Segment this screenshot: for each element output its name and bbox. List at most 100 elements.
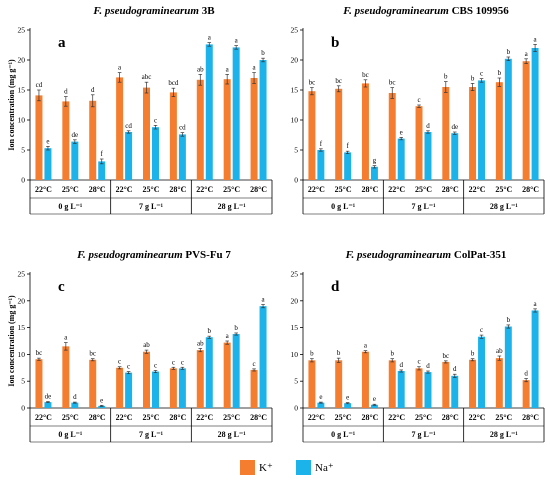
bar-k (196, 350, 204, 408)
bar-k (388, 360, 396, 408)
significance-label: b (337, 349, 341, 357)
significance-label: d (426, 122, 430, 130)
y-axis-label: Ion concentration (mg g⁻¹) (7, 59, 16, 151)
bar-na (424, 132, 432, 180)
bar-na (71, 402, 79, 408)
bar-k (223, 79, 231, 180)
significance-label: b (498, 69, 502, 77)
x-tick-label: 28°C (169, 413, 186, 422)
panel-letter: c (58, 279, 65, 295)
x-tick-label: 25°C (495, 413, 512, 422)
x-tick-label: 25°C (495, 185, 512, 194)
y-tick-label: 15 (18, 323, 26, 332)
group-label: 28 g L⁻¹ (490, 430, 519, 439)
bar-na (125, 132, 133, 180)
x-tick-label: 25°C (143, 185, 160, 194)
panel-title-strain-code: CBS 109956 (449, 5, 509, 17)
y-tick-label: 20 (18, 56, 26, 65)
bar-k (415, 106, 423, 180)
x-tick-label: 28°C (522, 413, 539, 422)
legend: K⁺ Na⁺ (240, 460, 334, 475)
bar-k (361, 351, 369, 408)
x-tick-label: 28°C (89, 185, 106, 194)
bar-na (125, 372, 133, 408)
chart-panel-c: F. pseudograminearum PVS-Fu 7 c 0 5 10 15 20 25… (7, 249, 273, 443)
bar-k (143, 87, 150, 180)
bar-na (478, 336, 486, 408)
significance-label: c (480, 326, 483, 334)
bar-k (62, 346, 70, 408)
significance-label: c (127, 363, 130, 371)
bar-k (62, 101, 70, 180)
significance-label: a (226, 65, 230, 73)
significance-label: a (118, 64, 122, 72)
y-tick-label: 0 (294, 176, 298, 185)
significance-label: c (154, 116, 157, 124)
y-tick-label: 0 (21, 404, 25, 413)
significance-label: b (444, 73, 448, 81)
significance-label: a (226, 332, 230, 340)
panel-title-strain-species: F. pseudograminearum (92, 5, 199, 17)
bar-k (495, 82, 503, 180)
legend-swatch (240, 460, 255, 475)
significance-label: e (319, 393, 322, 401)
bar-k (469, 359, 477, 408)
bar-na (98, 405, 106, 408)
y-tick-label: 25 (18, 270, 26, 279)
panel-title: F. pseudograminearum PVS-Fu 7 (76, 249, 231, 261)
significance-label: f (101, 150, 104, 158)
significance-label: a (534, 35, 538, 43)
significance-label: c (480, 70, 483, 78)
panel-title-strain-species: F. pseudograminearum (345, 249, 452, 261)
y-tick-label: 25 (18, 26, 26, 35)
bar-na (44, 148, 52, 180)
group-label: 7 g L⁻¹ (139, 430, 164, 439)
y-tick-label: 0 (21, 176, 25, 185)
significance-label: b (471, 350, 475, 358)
bar-na (259, 306, 267, 408)
group-label: 0 g L⁻¹ (331, 202, 356, 211)
significance-label: e (400, 128, 403, 136)
significance-label: b (390, 350, 394, 358)
bar-na (317, 150, 325, 180)
x-tick-label: 22°C (469, 413, 486, 422)
x-tick-label: 28°C (361, 185, 378, 194)
bar-k (442, 87, 450, 180)
y-tick-label: 5 (21, 146, 25, 155)
x-tick-label: 22°C (116, 413, 133, 422)
x-tick-label: 22°C (35, 185, 52, 194)
x-tick-label: 25°C (143, 413, 160, 422)
x-tick-label: 28°C (522, 185, 539, 194)
y-tick-label: 0 (294, 404, 298, 413)
x-tick-label: 22°C (469, 185, 486, 194)
bar-na (71, 141, 79, 180)
y-tick-label: 20 (291, 296, 299, 305)
significance-label: g (373, 157, 377, 165)
group-label: 7 g L⁻¹ (139, 202, 164, 211)
bar-k (89, 359, 97, 408)
panel-title-strain-code: PVS-Fu 7 (183, 249, 232, 261)
x-tick-label: 25°C (223, 185, 240, 194)
bar-k (143, 351, 150, 408)
bar-na (232, 334, 240, 408)
panel-letter: b (331, 35, 339, 51)
bar-na (317, 402, 325, 408)
significance-label: bc (335, 77, 342, 85)
x-tick-label: 28°C (442, 413, 459, 422)
y-tick-label: 20 (18, 296, 26, 305)
bar-na (178, 368, 186, 408)
bar-na (424, 372, 432, 408)
bar-na (451, 375, 459, 408)
bar-na (370, 166, 378, 180)
bar-na (451, 133, 459, 180)
significance-label: c (154, 361, 157, 369)
significance-label: ab (143, 341, 150, 349)
x-tick-label: 28°C (89, 413, 106, 422)
bar-k (308, 360, 316, 408)
bar-k (250, 78, 258, 180)
significance-label: e (373, 395, 376, 403)
significance-label: ab (197, 340, 204, 348)
x-tick-label: 22°C (308, 185, 325, 194)
significance-label: b (310, 350, 314, 358)
x-tick-label: 22°C (196, 413, 213, 422)
